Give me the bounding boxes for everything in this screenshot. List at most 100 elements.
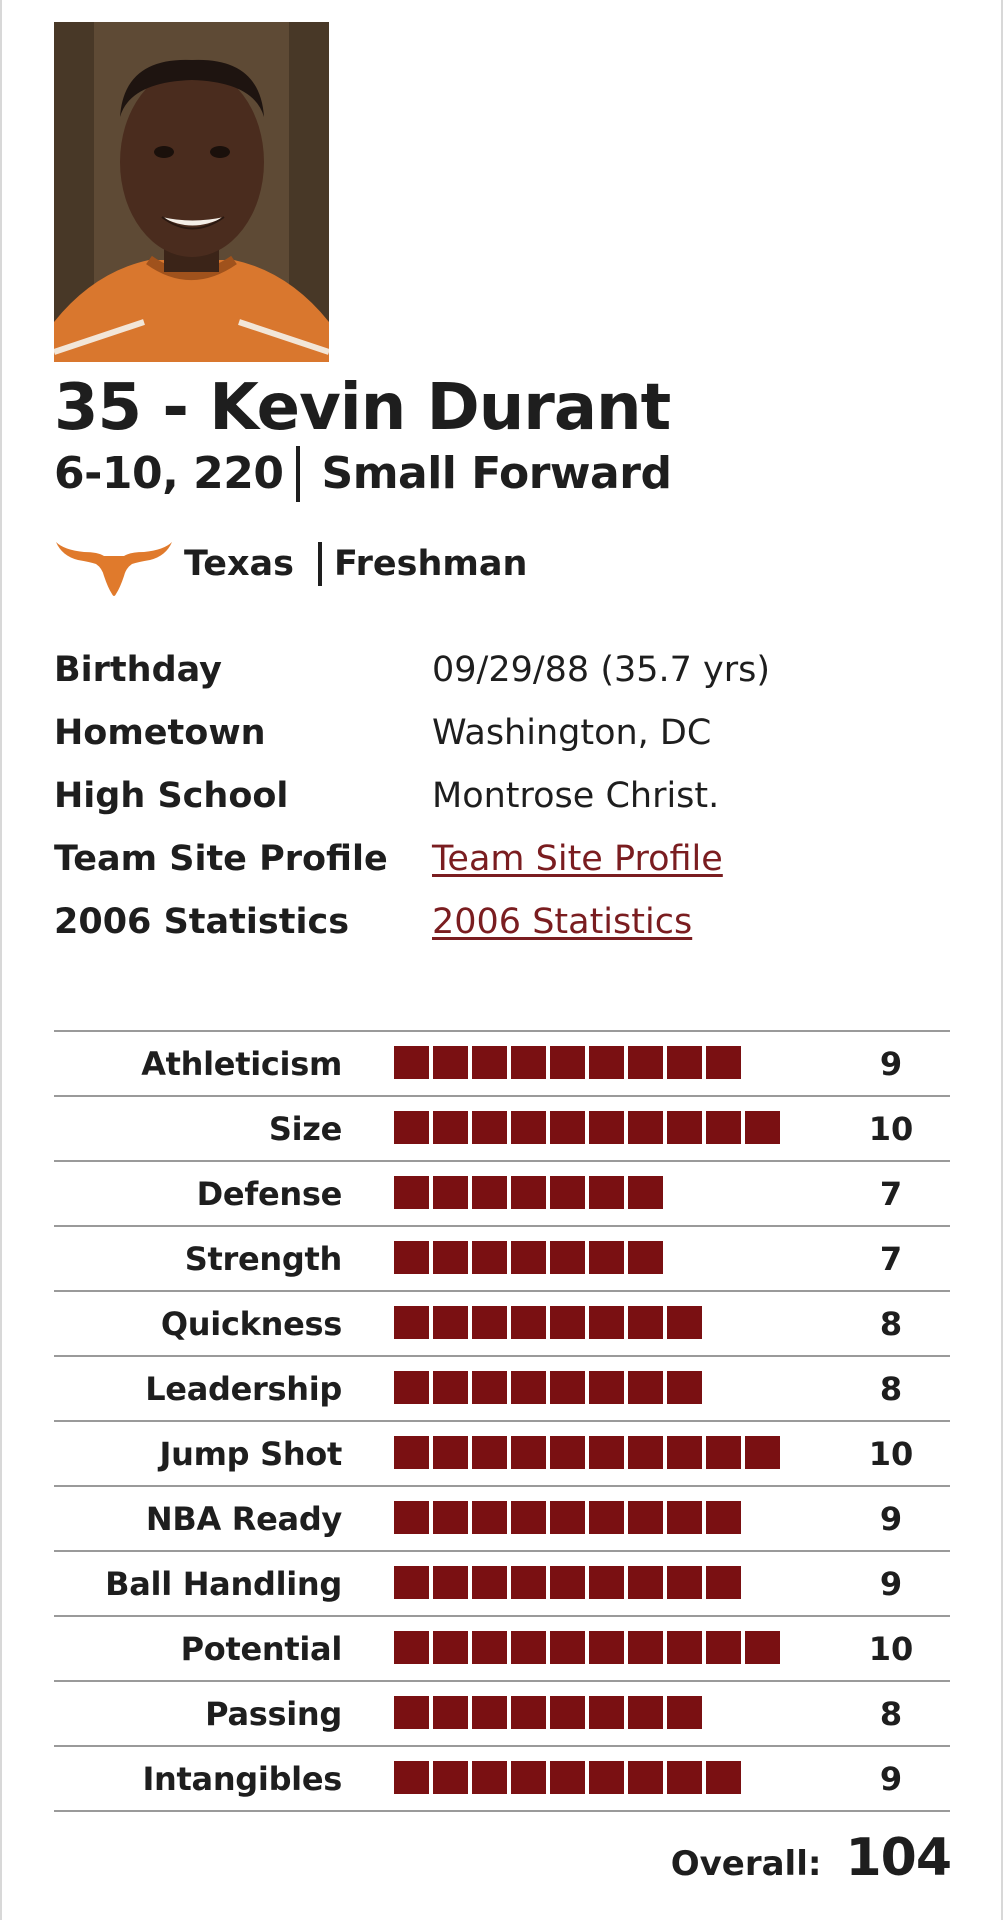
player-photo: [54, 22, 329, 362]
rating-block: [589, 1176, 624, 1209]
rating-block: [667, 1371, 702, 1404]
rating-block: [472, 1436, 507, 1469]
rating-block: [472, 1501, 507, 1534]
rating-label: Ball Handling: [105, 1564, 342, 1603]
rating-block: [550, 1696, 585, 1729]
rating-row: Jump Shot 10: [54, 1422, 950, 1487]
rating-block: [706, 1761, 741, 1794]
rating-value: 9: [879, 1759, 903, 1798]
rating-value: 7: [879, 1174, 903, 1213]
rating-block: [667, 1501, 702, 1534]
rating-label: Intangibles: [142, 1759, 342, 1798]
rating-block: [628, 1241, 663, 1274]
rating-block: [550, 1371, 585, 1404]
rating-block: [706, 1501, 741, 1534]
rating-value: 9: [879, 1499, 903, 1538]
rating-block: [589, 1436, 624, 1469]
ratings-table: Athleticism 9 Size 10 Defense 7 Strength 7 Quick…: [54, 1030, 950, 1812]
rating-block: [511, 1371, 546, 1404]
rating-value: 10: [868, 1434, 914, 1473]
team-site-profile-link[interactable]: Team Site Profile: [432, 838, 723, 879]
rating-block: [433, 1566, 468, 1599]
rating-block: [589, 1371, 624, 1404]
rating-row: Intangibles 9: [54, 1747, 950, 1812]
rating-block: [472, 1241, 507, 1274]
longhorn-logo-icon: [56, 542, 172, 596]
rating-value: 9: [879, 1564, 903, 1603]
rating-block: [433, 1306, 468, 1339]
rating-bar: [394, 1436, 784, 1469]
high-school-value: Montrose Christ.: [432, 775, 720, 816]
rating-label: NBA Ready: [145, 1499, 342, 1538]
overall-label: Overall:: [670, 1844, 822, 1884]
player-name-heading: 35 - Kevin Durant: [54, 371, 671, 445]
rating-block: [394, 1566, 429, 1599]
rating-block: [667, 1111, 702, 1144]
rating-label: Strength: [184, 1239, 343, 1278]
rating-bar: [394, 1241, 667, 1274]
rating-block: [472, 1566, 507, 1599]
rating-block: [511, 1176, 546, 1209]
rating-block: [706, 1631, 741, 1664]
info-label: Hometown: [54, 712, 266, 753]
info-label: 2006 Statistics: [54, 901, 350, 942]
rating-block: [667, 1046, 702, 1079]
rating-block: [394, 1241, 429, 1274]
rating-block: [433, 1241, 468, 1274]
rating-block: [550, 1566, 585, 1599]
overall-value: 104: [845, 1828, 952, 1888]
rating-block: [511, 1631, 546, 1664]
rating-block: [706, 1436, 741, 1469]
rating-block: [511, 1241, 546, 1274]
rating-block: [511, 1761, 546, 1794]
rating-row: Athleticism 9: [54, 1032, 950, 1097]
rating-block: [394, 1306, 429, 1339]
rating-block: [706, 1046, 741, 1079]
rating-block: [394, 1436, 429, 1469]
rating-value: 10: [868, 1629, 914, 1668]
rating-block: [550, 1306, 585, 1339]
rating-block: [550, 1501, 585, 1534]
player-info-table: Birthday 09/29/88 (35.7 yrs) Hometown Wa…: [54, 638, 954, 953]
class-year: Freshman: [334, 544, 528, 584]
rating-block: [589, 1046, 624, 1079]
rating-block: [589, 1501, 624, 1534]
subheading-divider: [295, 446, 300, 502]
rating-block: [589, 1631, 624, 1664]
school-divider: [318, 542, 322, 586]
rating-block: [745, 1436, 780, 1469]
rating-block: [394, 1631, 429, 1664]
rating-label: Passing: [205, 1694, 342, 1733]
rating-bar: [394, 1306, 706, 1339]
rating-block: [433, 1176, 468, 1209]
rating-block: [589, 1111, 624, 1144]
rating-bar: [394, 1631, 784, 1664]
school-name: Texas: [184, 544, 294, 584]
rating-bar: [394, 1566, 745, 1599]
rating-block: [628, 1436, 663, 1469]
rating-block: [433, 1631, 468, 1664]
rating-label: Potential: [180, 1629, 343, 1668]
rating-block: [550, 1761, 585, 1794]
birthday-value: 09/29/88 (35.7 yrs): [432, 649, 771, 690]
rating-value: 8: [879, 1304, 903, 1343]
rating-row: Quickness 8: [54, 1292, 950, 1357]
rating-block: [667, 1761, 702, 1794]
rating-block: [706, 1566, 741, 1599]
rating-block: [550, 1436, 585, 1469]
rating-block: [472, 1111, 507, 1144]
hometown-value: Washington, DC: [432, 712, 712, 753]
statistics-link[interactable]: 2006 Statistics: [432, 901, 693, 942]
rating-block: [433, 1111, 468, 1144]
rating-block: [628, 1501, 663, 1534]
rating-bar: [394, 1371, 706, 1404]
rating-block: [472, 1761, 507, 1794]
player-position: Small Forward: [321, 448, 672, 499]
rating-block: [433, 1696, 468, 1729]
rating-block: [550, 1241, 585, 1274]
rating-block: [472, 1046, 507, 1079]
rating-block: [745, 1631, 780, 1664]
rating-block: [394, 1371, 429, 1404]
rating-block: [550, 1111, 585, 1144]
rating-block: [628, 1306, 663, 1339]
